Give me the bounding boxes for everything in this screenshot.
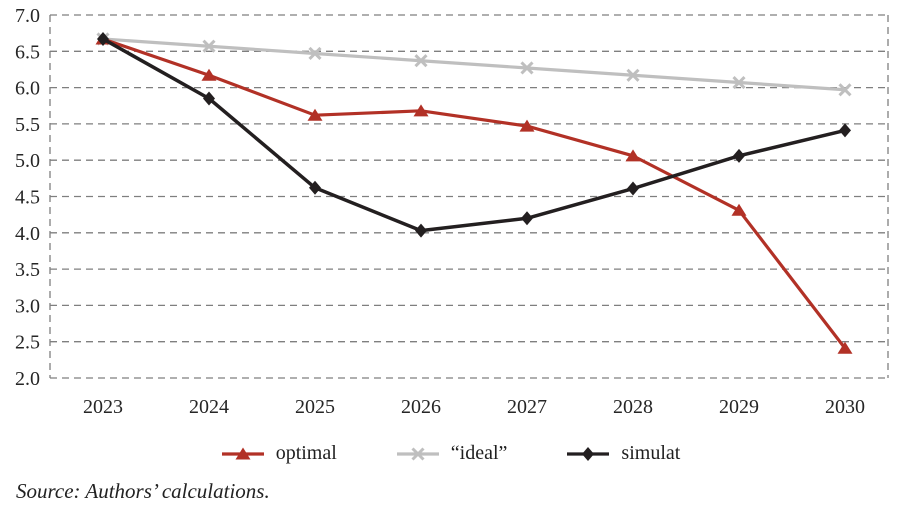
data-point-marker — [626, 68, 640, 82]
data-point-marker — [837, 341, 853, 354]
data-point-marker — [307, 108, 323, 121]
legend-label-simulat: simulat — [621, 442, 681, 464]
y-axis-label: 5.5 — [15, 114, 40, 136]
x-axis-label: 2027 — [507, 396, 547, 418]
data-point-marker — [235, 447, 251, 459]
legend-item-simulat: simulat — [565, 442, 680, 465]
series-markers-simulat — [97, 31, 851, 238]
data-point-marker — [202, 39, 216, 53]
x-axis-label: 2029 — [719, 396, 759, 418]
y-axis-label: 6.5 — [15, 41, 40, 63]
legend-marker-ideal-icon — [396, 446, 439, 461]
series-line-simulat — [102, 37, 846, 233]
series-line-optimal — [102, 37, 847, 350]
legend-marker-optimal-icon — [221, 447, 264, 459]
data-point-marker — [733, 148, 745, 163]
data-point-marker — [625, 149, 641, 162]
y-axis-label: 5.0 — [15, 150, 40, 172]
series-line-ideal — [102, 37, 846, 92]
legend-item-optimal: optimal — [220, 442, 337, 465]
legend-label-ideal: “ideal” — [450, 442, 508, 464]
legend-label-optimal: optimal — [275, 442, 337, 464]
line-chart: 7.0 6.5 6.0 5.5 5.0 4.5 4.0 3.5 3.0 2.5 2.0 2023 202… — [15, 5, 889, 418]
y-axis-label: 6.0 — [15, 78, 40, 100]
y-axis-label: 4.5 — [15, 187, 40, 209]
data-point-marker — [732, 75, 746, 90]
data-point-marker — [203, 91, 215, 106]
series-markers-ideal — [96, 32, 852, 97]
data-point-marker — [308, 46, 322, 61]
x-axis-label: 2028 — [613, 396, 653, 418]
y-axis-label: 3.0 — [15, 295, 40, 317]
y-axis-label: 2.0 — [15, 368, 40, 390]
data-point-marker — [201, 68, 217, 81]
y-axis-label: 2.5 — [15, 332, 40, 354]
data-point-marker — [414, 54, 428, 68]
y-axis-label: 7.0 — [15, 5, 40, 27]
data-point-marker — [97, 31, 109, 46]
y-axis-label: 3.5 — [15, 259, 40, 281]
y-axis-label: 4.0 — [15, 223, 40, 245]
x-axis-label: 2025 — [295, 396, 335, 418]
legend-marker-simulat-icon — [567, 446, 610, 461]
source-note: Source: Authors’ calculations. — [16, 479, 270, 503]
data-point-marker — [309, 180, 321, 195]
data-point-marker — [731, 203, 747, 216]
x-axis-label: 2030 — [825, 396, 865, 418]
data-point-marker — [521, 211, 533, 226]
x-axis-label: 2024 — [189, 396, 229, 418]
data-point-marker — [520, 61, 534, 75]
data-point-marker — [413, 104, 429, 117]
chart-legend: optimal “ideal” simulat — [0, 442, 900, 465]
x-axis-label: 2023 — [83, 396, 123, 418]
data-point-marker — [838, 83, 852, 97]
data-point-marker — [519, 119, 535, 132]
x-axis-label: 2026 — [401, 396, 441, 418]
data-point-marker — [839, 123, 851, 138]
data-point-marker — [627, 181, 639, 196]
data-point-marker — [582, 446, 595, 461]
data-point-marker — [415, 223, 427, 238]
data-point-marker — [411, 446, 425, 461]
legend-item-ideal: “ideal” — [395, 442, 508, 465]
